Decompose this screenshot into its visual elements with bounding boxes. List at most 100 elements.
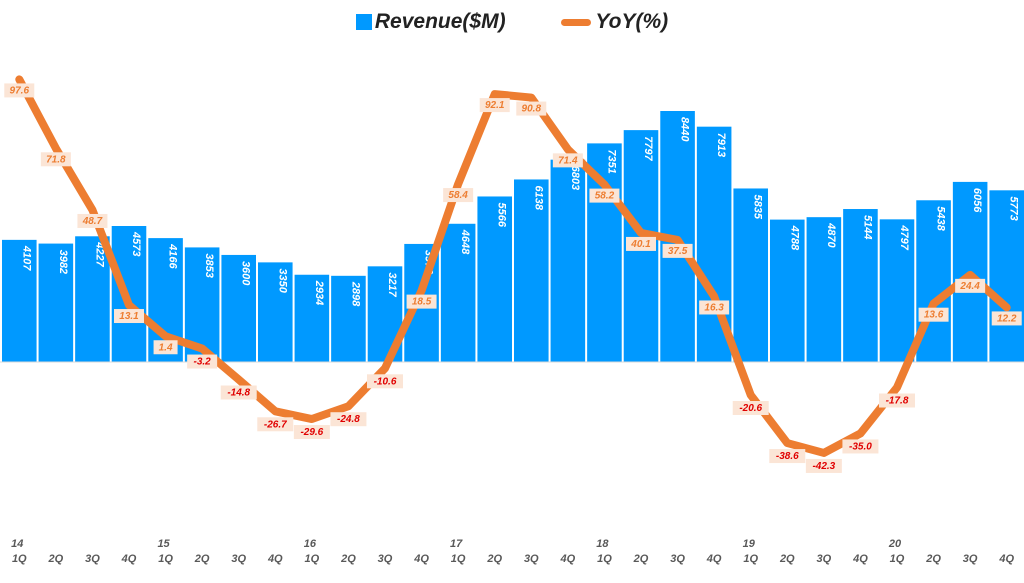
revenue-bar <box>2 239 37 362</box>
legend: Revenue($M) YoY(%) <box>0 10 1024 34</box>
yoy-label: -10.6 <box>374 376 397 387</box>
x-tick-quarter: 4Q <box>121 553 137 565</box>
yoy-label: 37.5 <box>668 246 688 257</box>
yoy-label: -3.2 <box>194 357 212 368</box>
yoy-label: 90.8 <box>522 104 542 115</box>
yoy-label: -17.8 <box>886 396 909 407</box>
revenue-bar <box>38 243 74 362</box>
revenue-bar <box>477 196 512 362</box>
yoy-label-bg <box>769 449 806 464</box>
x-tick-quarter: 4Q <box>998 553 1014 565</box>
revenue-label: 3217 <box>386 272 398 297</box>
yoy-label-bg <box>842 439 879 454</box>
x-tick-year: 20 <box>888 538 902 550</box>
yoy-label-bg <box>552 153 583 168</box>
x-tick-quarter: 1Q <box>305 553 320 565</box>
revenue-bar <box>843 209 878 362</box>
revenue-label: 7797 <box>642 136 654 161</box>
revenue-label: 3853 <box>203 253 215 277</box>
yoy-label-bg <box>220 385 257 400</box>
revenue-bar <box>221 254 256 362</box>
x-tick-quarter: 1Q <box>890 553 905 565</box>
yoy-label: 48.7 <box>82 216 103 227</box>
revenue-label: 5144 <box>861 215 873 239</box>
revenue-label: 6803 <box>569 166 581 190</box>
yoy-label-bg <box>406 294 437 309</box>
x-tick-quarter: 4Q <box>560 553 576 565</box>
revenue-bar <box>331 275 366 362</box>
revenue-bar <box>879 219 915 362</box>
yoy-label: -14.8 <box>227 388 250 399</box>
revenue-label: 2898 <box>349 281 361 307</box>
yoy-label-bg <box>589 188 620 203</box>
x-tick-quarter: 2Q <box>340 553 356 565</box>
yoy-label-bg <box>805 458 842 473</box>
yoy-label: 13.1 <box>119 311 139 322</box>
revenue-bar <box>770 219 805 362</box>
yoy-label-bg <box>187 354 218 369</box>
x-tick-quarter: 2Q <box>779 553 795 565</box>
yoy-label: 92.1 <box>485 100 505 111</box>
yoy-label: -29.6 <box>300 427 323 438</box>
x-tick-year: 19 <box>743 538 756 550</box>
yoy-label: -26.7 <box>264 419 287 430</box>
yoy-line <box>15 75 1011 457</box>
yoy-label: -42.3 <box>812 461 835 472</box>
yoy-label: 71.4 <box>558 155 578 166</box>
revenue-label: 4107 <box>20 245 32 271</box>
legend-revenue-swatch <box>355 14 372 31</box>
yoy-label-bg <box>732 401 769 416</box>
yoy-label: -38.6 <box>776 451 799 462</box>
revenue-label: 4227 <box>93 241 105 267</box>
x-tick-year: 15 <box>157 538 170 550</box>
yoy-label-bg <box>516 101 547 116</box>
legend-yoy-label: YoY(%) <box>595 10 669 34</box>
x-tick-quarter: 4Q <box>706 553 722 565</box>
x-tick-year: 14 <box>11 538 23 550</box>
x-tick-quarter: 3Q <box>231 553 246 565</box>
yoy-label: 24.4 <box>959 281 980 292</box>
revenue-label: 7913 <box>715 133 727 157</box>
yoy-label-bg <box>955 278 986 293</box>
revenue-label: 6056 <box>971 188 983 213</box>
yoy-label-bg <box>699 300 730 315</box>
x-tick-quarter: 1Q <box>451 553 466 565</box>
revenue-bar <box>440 223 476 362</box>
x-tick-quarter: 1Q <box>743 553 758 565</box>
revenue-label: 4573 <box>130 231 142 256</box>
x-tick-quarter: 4Q <box>267 553 283 565</box>
yoy-label-bg <box>367 374 403 389</box>
revenue-bar <box>258 262 293 362</box>
x-tick-quarter: 1Q <box>597 553 612 565</box>
yoy-label: 97.6 <box>10 85 30 96</box>
revenue-label: 7351 <box>605 149 617 173</box>
yoy-label-bg <box>257 417 294 432</box>
revenue-label: 4648 <box>459 229 471 255</box>
x-tick-quarter: 2Q <box>633 553 649 565</box>
revenue-bar <box>294 274 330 362</box>
revenue-bar <box>75 236 110 362</box>
x-tick-year: 18 <box>596 538 609 550</box>
x-tick-quarter: 2Q <box>486 553 502 565</box>
x-tick-year: 16 <box>304 538 317 550</box>
yoy-label-bg <box>4 83 35 98</box>
revenue-bar <box>989 190 1024 362</box>
yoy-label-bg <box>662 243 693 258</box>
x-tick-quarter: 3Q <box>963 553 978 565</box>
revenue-label: 8440 <box>679 117 691 142</box>
revenue-bar <box>806 217 842 362</box>
yoy-label: 71.8 <box>46 154 66 165</box>
yoy-label-bg <box>626 236 656 251</box>
revenue-label: 4870 <box>825 222 837 248</box>
yoy-label-bg <box>479 98 510 113</box>
yoy-label: -24.8 <box>337 414 360 425</box>
x-tick-quarter: 3Q <box>378 553 393 565</box>
revenue-label: 4797 <box>898 224 910 250</box>
yoy-label-bg <box>153 340 178 355</box>
legend-revenue-label: Revenue($M) <box>374 10 506 34</box>
legend-yoy-swatch <box>561 18 592 26</box>
yoy-label: 18.5 <box>412 297 432 308</box>
yoy-label: 12.2 <box>997 313 1017 324</box>
yoy-label-bg <box>77 213 108 228</box>
